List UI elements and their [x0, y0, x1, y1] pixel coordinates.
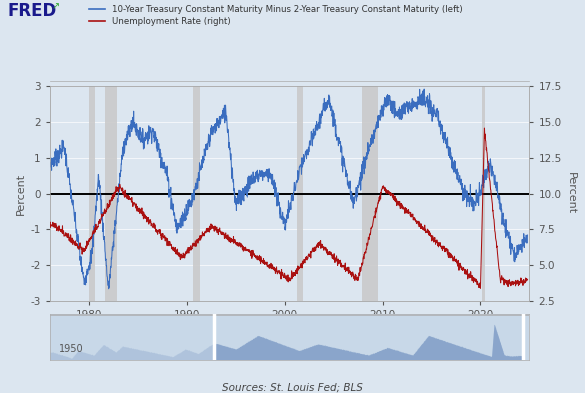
Bar	[297, 86, 303, 301]
Legend: 10-Year Treasury Constant Maturity Minus 2-Year Treasury Constant Maturity (left: 10-Year Treasury Constant Maturity Minus…	[89, 5, 462, 26]
Bar	[105, 86, 117, 301]
Y-axis label: Percent: Percent	[566, 173, 576, 215]
Bar	[89, 86, 95, 301]
Text: 1950: 1950	[59, 344, 84, 354]
Bar	[483, 86, 486, 301]
Text: Sources: St. Louis Fed; BLS: Sources: St. Louis Fed; BLS	[222, 383, 363, 393]
Text: FRED: FRED	[7, 2, 56, 20]
Y-axis label: Percent: Percent	[16, 173, 26, 215]
Bar	[192, 86, 199, 301]
Bar	[362, 86, 378, 301]
Text: ↗: ↗	[51, 1, 60, 11]
